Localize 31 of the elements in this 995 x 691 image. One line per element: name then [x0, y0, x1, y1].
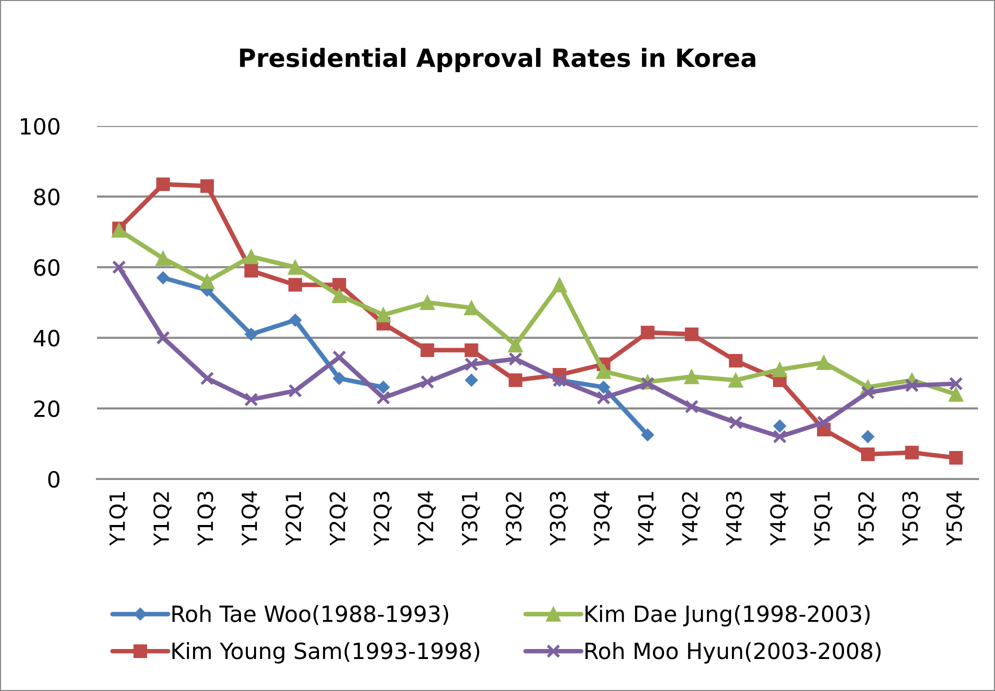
x-tick-label: Y4Q1 — [638, 492, 656, 546]
x-tick-label: Y4Q3 — [726, 492, 744, 546]
x-tick-label: Y2Q4 — [418, 491, 436, 546]
x-tick-label: Y4Q2 — [682, 492, 700, 546]
y-tick-label: 100 — [20, 118, 60, 135]
x-tick-label: Y1Q1 — [109, 492, 128, 546]
x-tick-label: Y2Q1 — [286, 492, 304, 546]
x-tick-label: Y4Q4 — [770, 491, 788, 546]
x-tick-label: Y1Q4 — [241, 491, 260, 546]
x-tick-label: Y3Q3 — [550, 492, 568, 546]
x-tick-label: Y1Q3 — [197, 492, 216, 546]
x-tick-label: Y5Q4 — [946, 491, 964, 546]
legend-label: Kim Dae Jung(1998-2003) — [586, 605, 870, 627]
y-tick-label: 0 — [48, 470, 60, 488]
y-tick-label: 80 — [34, 188, 60, 206]
y-tick-label: 60 — [34, 259, 60, 276]
x-tick-label: Y3Q2 — [506, 492, 524, 546]
chart-title: Presidential Approval Rates in Korea — [240, 48, 756, 72]
legend-label: Roh Moo Hyun(2003-2008) — [586, 642, 881, 664]
x-tick-label: Y5Q2 — [858, 492, 876, 546]
x-tick-label: Y2Q3 — [374, 492, 392, 546]
y-tick-label: 20 — [34, 400, 60, 418]
x-tick-label: Y1Q2 — [153, 492, 172, 546]
y-tick-label: 40 — [34, 330, 60, 347]
x-tick-label: Y3Q1 — [462, 492, 480, 546]
x-tick-label: Y2Q2 — [330, 492, 348, 546]
x-tick-label: Y3Q4 — [594, 491, 612, 546]
legend-label: Kim Young Sam(1993-1998) — [172, 642, 480, 664]
legend-label: Roh Tae Woo(1988-1993) — [172, 605, 448, 625]
x-tick-label: Y5Q3 — [902, 492, 920, 546]
x-tick-label: Y5Q1 — [814, 492, 832, 546]
